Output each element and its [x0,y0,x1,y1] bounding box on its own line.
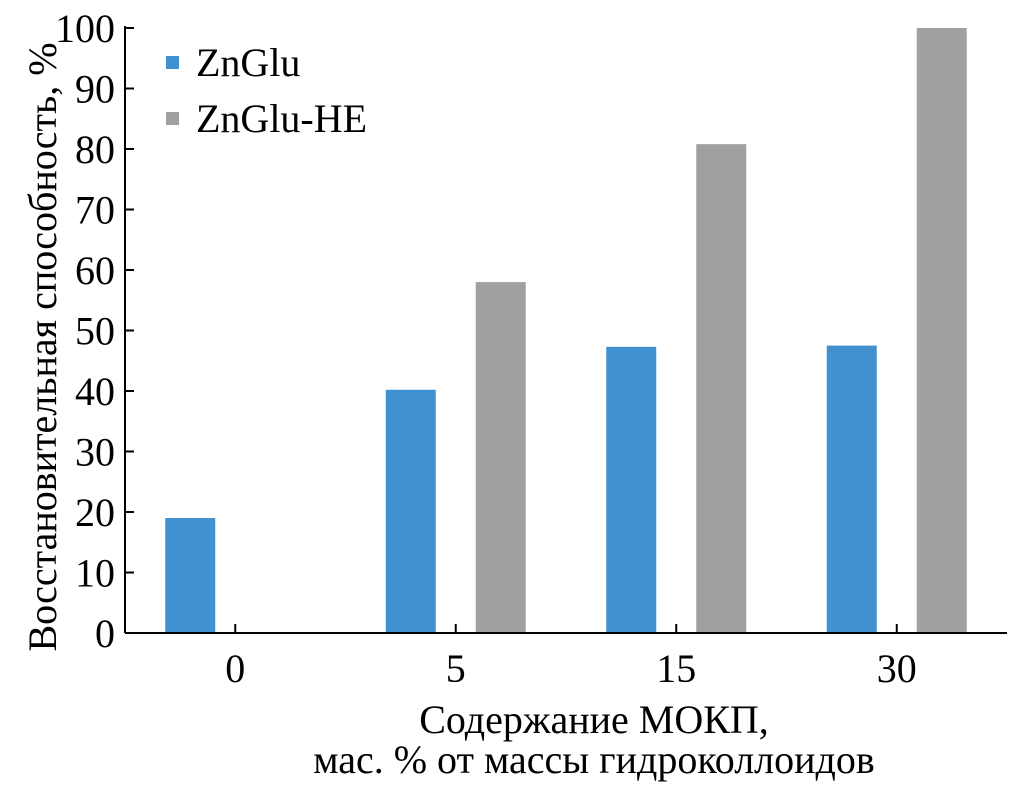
legend-swatch [166,56,179,69]
y-tick-label: 100 [55,6,115,51]
bar-znglu-he-30 [916,28,967,633]
x-tick-label: 15 [656,646,696,691]
bars-layer [165,28,967,633]
y-tick-label: 40 [75,369,115,414]
bar-znglu-15 [606,346,657,633]
x-axis-title-line-2: мас. % от массы гидроколлоидов [313,737,875,782]
y-tick-label: 60 [75,248,115,293]
y-tick-label: 70 [75,188,115,233]
bar-znglu-30 [826,345,877,633]
y-axis-title: Восстановительная способность, % [20,42,65,651]
bar-znglu-he-15 [696,144,747,633]
legend: ZnGlu ZnGlu-HE [166,40,367,141]
y-tick-label: 50 [75,309,115,354]
y-tick-label: 30 [75,430,115,475]
legend-label: ZnGlu [196,40,300,85]
bar-znglu-5 [385,389,436,633]
y-tick-label: 20 [75,490,115,535]
x-tick-label: 5 [446,646,466,691]
legend-label: ZnGlu-HE [196,96,367,141]
bar-znglu-0 [165,518,216,633]
bar-znglu-he-5 [475,282,526,633]
y-tick-label: 0 [95,611,115,656]
x-axis-title-line-1: Содержание МОКП, [419,697,769,742]
axes-layer: 0 10 20 30 40 50 60 70 80 90 100 0 5 15 30 [55,6,1007,691]
y-tick-label: 10 [75,551,115,596]
x-tick-label: 30 [877,646,917,691]
y-tick-label: 80 [75,127,115,172]
x-tick-label: 0 [225,646,245,691]
legend-swatch [166,112,179,125]
y-tick-label: 90 [75,67,115,112]
